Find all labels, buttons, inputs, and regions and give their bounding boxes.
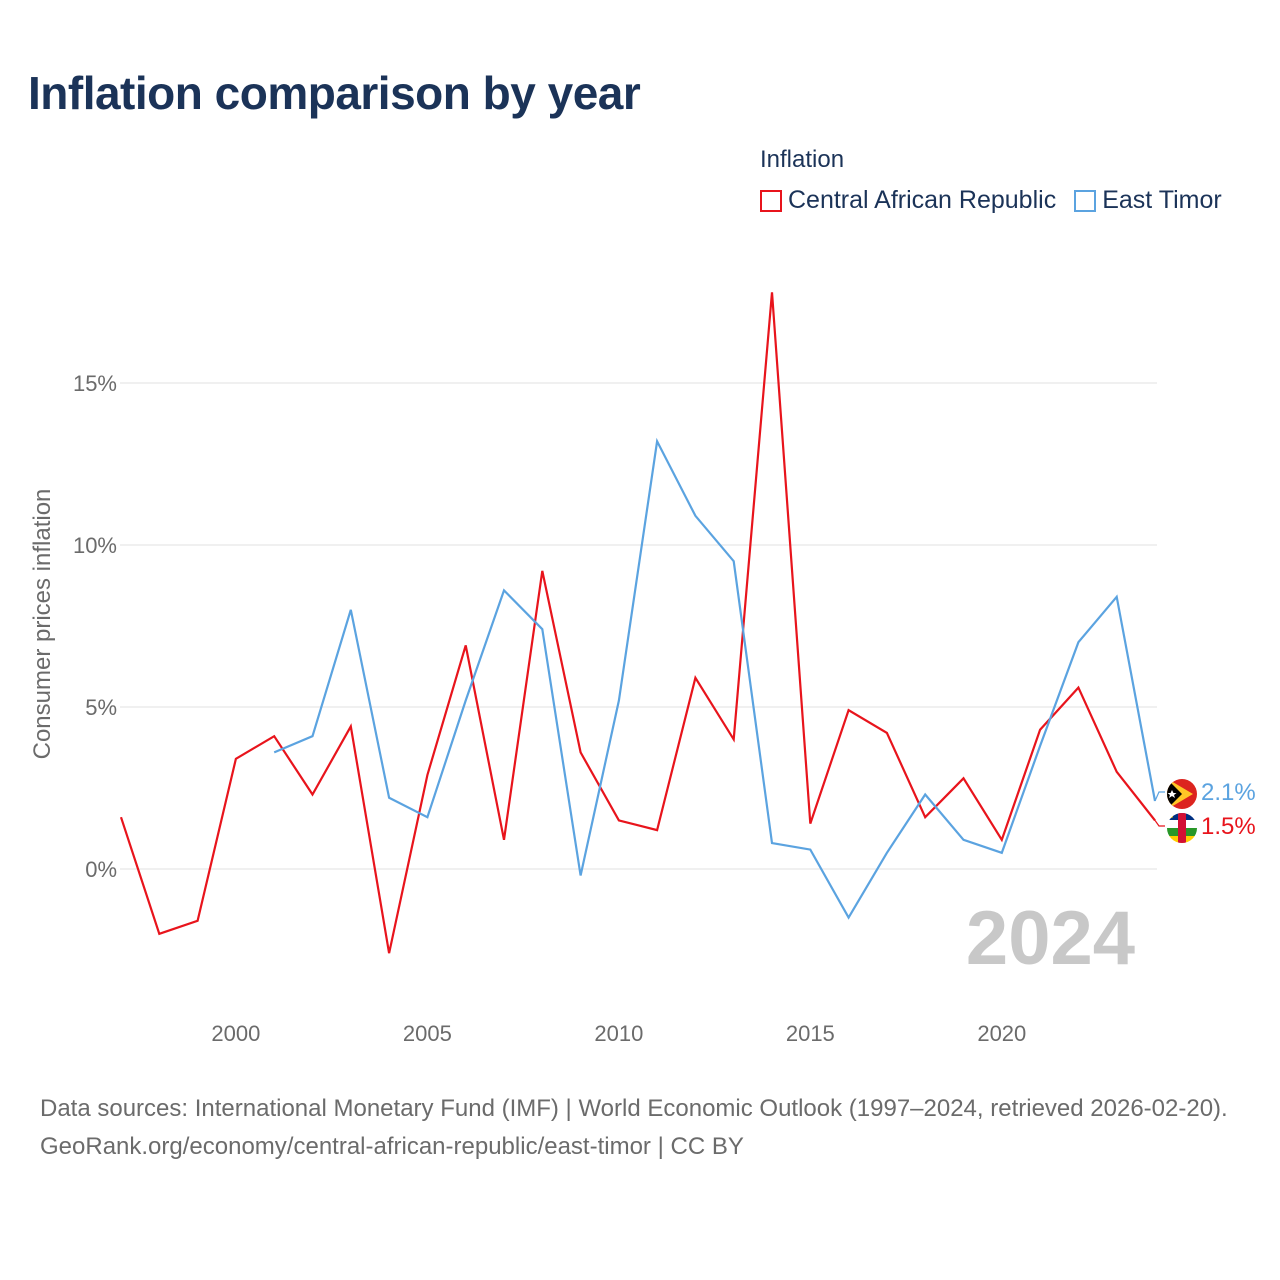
x-tick-label: 2000 [211,1021,260,1046]
x-tick-label: 2005 [403,1021,452,1046]
data-point-east-timor[interactable] [346,605,356,615]
data-point-east-timor[interactable] [576,870,586,880]
data-point-central-african-republic[interactable] [193,916,203,926]
data-point-east-timor[interactable] [499,585,509,595]
data-point-central-african-republic[interactable] [690,673,700,683]
y-tick-label: 15% [73,371,117,396]
data-point-east-timor[interactable] [614,696,624,706]
legend-title: Inflation [760,146,845,173]
grid-lines [120,382,1157,870]
data-point-central-african-republic[interactable] [882,728,892,738]
data-point-central-african-republic[interactable] [1112,767,1122,777]
data-point-east-timor[interactable] [882,848,892,858]
data-point-east-timor[interactable] [767,838,777,848]
legend-swatch-east-timor [1074,189,1097,212]
credit-link[interactable]: GeoRank.org/economy/central-african-repu… [40,1133,744,1160]
data-point-east-timor[interactable] [307,731,317,741]
data-point-east-timor[interactable] [422,812,432,822]
data-point-east-timor[interactable] [997,848,1007,858]
data-point-east-timor[interactable] [690,511,700,521]
data-point-east-timor[interactable] [1073,637,1083,647]
data-point-central-african-republic[interactable] [499,835,509,845]
data-point-central-african-republic[interactable] [959,773,969,783]
legend-label-central-african-republic: Central African Republic [788,186,1057,214]
data-point-east-timor[interactable] [269,747,279,757]
data-point-central-african-republic[interactable] [461,640,471,650]
y-tick-label: 0% [85,857,117,882]
end-label-central-african-republic: 1.5% [1201,813,1256,840]
data-point-east-timor[interactable] [959,835,969,845]
data-point-central-african-republic[interactable] [537,566,547,576]
data-point-east-timor[interactable] [652,436,662,446]
data-point-central-african-republic[interactable] [1073,683,1083,693]
data-point-central-african-republic[interactable] [767,287,777,297]
data-point-east-timor[interactable] [384,793,394,803]
data-point-central-african-republic[interactable] [576,747,586,757]
data-point-central-african-republic[interactable] [1035,725,1045,735]
legend-item-central-african-republic[interactable]: Central African Republic [760,186,1056,215]
data-point-central-african-republic[interactable] [307,789,317,799]
series-line-east-timor[interactable] [273,437,1157,920]
east-timor-flag-icon [1167,779,1197,809]
data-point-central-african-republic[interactable] [116,812,126,822]
x-tick-label: 2015 [786,1021,835,1046]
x-tick-label: 2020 [977,1021,1026,1046]
data-point-east-timor[interactable] [920,789,930,799]
line-chart: 0% 5% 10% 15% 2000 2005 2010 2015 2020 Consumer … [29,287,1256,1046]
data-point-central-african-republic[interactable] [154,929,164,939]
end-label-connector-east-timor [1154,791,1165,802]
data-point-east-timor[interactable] [805,845,815,855]
data-point-east-timor[interactable] [729,556,739,566]
data-point-central-african-republic[interactable] [422,770,432,780]
legend: Central African Republic East Timor [760,186,1222,215]
data-point-central-african-republic[interactable] [729,734,739,744]
data-point-central-african-republic[interactable] [805,819,815,829]
legend-swatch-central-african-republic [760,189,782,212]
y-tick-label: 5% [85,695,117,720]
data-point-east-timor[interactable] [844,913,854,923]
footer: Data sources: International Monetary Fun… [40,1090,1250,1166]
data-sources-note: Data sources: International Monetary Fun… [40,1095,1228,1122]
data-point-central-african-republic[interactable] [231,754,241,764]
chart-title: Inflation comparison by year [28,67,641,119]
central-african-republic-flag-icon [1167,813,1197,843]
end-label-connector-central-african-republic [1154,820,1165,827]
axis-ticks: 0% 5% 10% 15% 2000 2005 2010 2015 2020 [73,371,1026,1046]
data-point-east-timor[interactable] [1112,592,1122,602]
data-point-central-african-republic[interactable] [384,948,394,958]
series-lines: 1.5% 2.1% [116,287,1256,958]
data-point-central-african-republic[interactable] [652,825,662,835]
data-point-east-timor[interactable] [537,624,547,634]
series-line-central-african-republic[interactable] [119,292,1156,954]
data-point-central-african-republic[interactable] [346,721,356,731]
legend-label-east-timor: East Timor [1102,186,1222,214]
data-point-east-timor[interactable] [461,696,471,706]
x-tick-label: 2010 [594,1021,643,1046]
year-watermark: 2024 [966,896,1135,981]
data-point-east-timor[interactable] [1035,741,1045,751]
data-point-central-african-republic[interactable] [614,815,624,825]
legend-item-east-timor[interactable]: East Timor [1074,186,1222,215]
data-point-central-african-republic[interactable] [269,731,279,741]
end-label-east-timor: 2.1% [1201,779,1256,806]
y-axis-label: Consumer prices inflation [29,489,56,760]
y-tick-label: 10% [73,533,117,558]
data-point-central-african-republic[interactable] [920,812,930,822]
data-point-central-african-republic[interactable] [844,705,854,715]
